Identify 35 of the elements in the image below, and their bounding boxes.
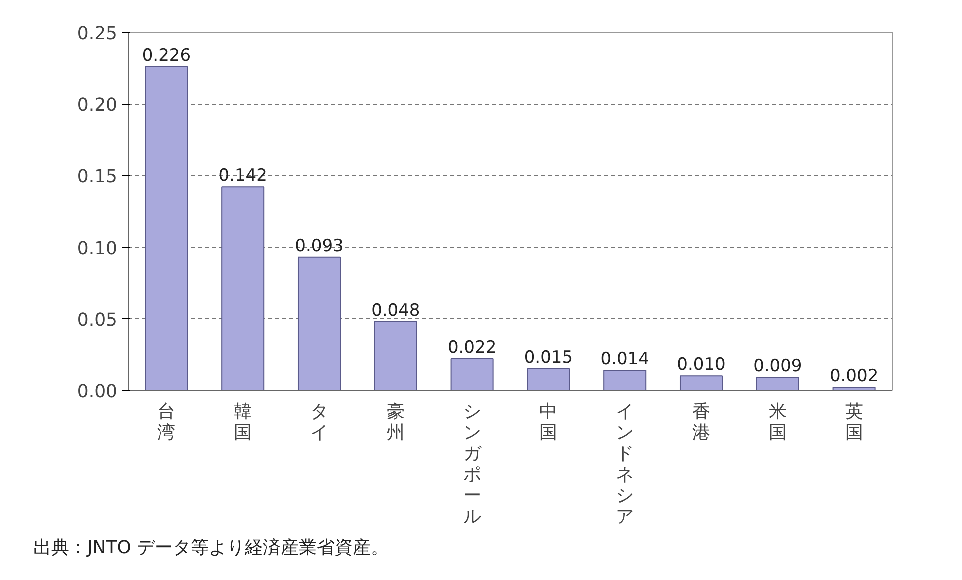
bar	[450, 358, 494, 390]
y-tick-label: 0.20	[77, 95, 118, 116]
y-tick-label: 0.05	[77, 310, 118, 331]
x-tick-label: シンガポール	[463, 402, 482, 528]
bar	[604, 370, 647, 390]
bar	[527, 368, 570, 390]
bar	[145, 66, 188, 390]
data-label: 0.010	[677, 355, 726, 376]
x-tick-label: タイ	[310, 402, 328, 444]
x-tick-label: 台湾	[158, 402, 176, 444]
x-tick-label: 英国	[845, 402, 864, 444]
x-tick-label: 米国	[768, 402, 787, 444]
x-tick-label: インドネシア	[616, 402, 634, 528]
data-label: 0.048	[372, 300, 420, 321]
bar	[222, 186, 265, 390]
x-tick-label: 韓国	[234, 402, 252, 444]
data-label: 0.022	[448, 338, 497, 358]
bar	[374, 321, 418, 390]
x-tick-label: 香港	[692, 402, 710, 444]
bar	[680, 376, 724, 390]
y-tick-label: 0.25	[77, 24, 118, 44]
x-tick-label: 中国	[540, 402, 558, 444]
bar	[298, 256, 342, 390]
x-tick-label: 豪州	[386, 402, 405, 444]
data-label: 0.002	[830, 366, 879, 387]
source-note: 出典：JNTO データ等より経済産業省資産。	[34, 538, 390, 558]
data-label: 0.014	[600, 349, 650, 370]
y-tick-label: 0.10	[77, 238, 118, 260]
data-label: 0.226	[142, 46, 192, 66]
y-tick-label: 0.00	[77, 382, 118, 402]
data-label: 0.015	[524, 348, 574, 368]
data-label: 0.009	[754, 356, 802, 377]
bar	[832, 387, 876, 390]
y-tick-label: 0.15	[77, 166, 118, 188]
bar	[756, 377, 800, 390]
